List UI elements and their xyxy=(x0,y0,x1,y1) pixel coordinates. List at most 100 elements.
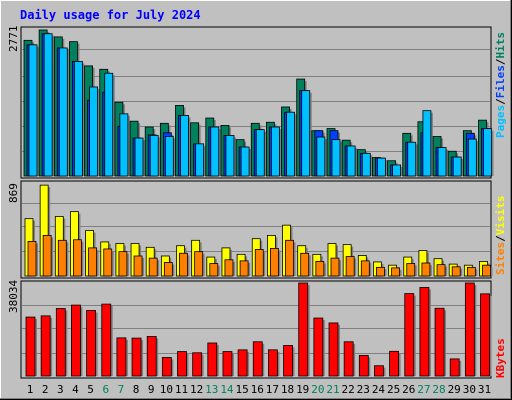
x-label-day-13: 13 xyxy=(205,383,218,396)
bar-pages-day-16-body xyxy=(255,129,265,177)
bar-sites-day-13 xyxy=(209,263,220,277)
bar-pages-day-4-body xyxy=(74,61,83,177)
bar-sites-day-10 xyxy=(163,262,175,277)
x-label-day-20: 20 xyxy=(311,383,324,396)
bar-sites-day-16 xyxy=(254,249,266,277)
bar-sites-day-14-body xyxy=(224,259,234,277)
bar-sites-day-20 xyxy=(315,260,326,277)
bar-sites-day-10-body xyxy=(163,262,173,277)
x-label-day-9: 9 xyxy=(148,383,155,396)
bar-pages-day-1 xyxy=(28,44,39,177)
bar-pages-day-30-body xyxy=(467,138,477,177)
bar-pages-day-19-body xyxy=(301,90,311,177)
chart-title: Daily usage for July 2024 xyxy=(20,8,201,22)
panel-hits-files-pages xyxy=(20,26,494,179)
x-label-day-15: 15 xyxy=(235,383,248,396)
bar-pages-day-6 xyxy=(104,72,115,177)
bar-sites-day-12 xyxy=(194,251,205,277)
bar-pages-day-7-body xyxy=(119,113,129,177)
bar-pages-day-31 xyxy=(483,128,494,177)
bar-sites-day-24-body xyxy=(376,266,385,277)
bar-kbytes-day-29 xyxy=(449,358,462,377)
bar-kbytes-day-19-body xyxy=(298,282,309,377)
bar-pages-day-19 xyxy=(301,90,312,177)
bar-sites-day-30 xyxy=(466,266,478,277)
bar-sites-day-4 xyxy=(73,239,84,277)
legend-pages: Pages xyxy=(494,105,507,138)
bar-kbytes-day-20 xyxy=(313,317,325,377)
bar-sites-day-22 xyxy=(345,256,357,277)
bar-pages-day-6-body xyxy=(104,72,114,177)
bar-pages-day-12-body xyxy=(195,143,205,177)
bar-pages-day-12 xyxy=(195,143,206,177)
bar-sites-day-20-body xyxy=(315,260,325,277)
bar-kbytes-day-9-body xyxy=(146,335,157,377)
x-label-day-6: 6 xyxy=(102,383,109,396)
bar-kbytes-day-18-body xyxy=(283,345,293,377)
x-label-day-30: 30 xyxy=(463,383,476,396)
x-label-day-26: 26 xyxy=(402,383,415,396)
x-label-day-2: 2 xyxy=(42,383,49,396)
bar-pages-day-3-body xyxy=(58,47,68,177)
bar-pages-day-1-body xyxy=(28,44,38,177)
bar-sites-day-5 xyxy=(88,247,99,277)
panel-kbytes xyxy=(20,280,492,379)
bar-pages-day-20-body xyxy=(316,136,326,177)
x-label-day-21: 21 xyxy=(326,383,339,396)
bar-pages-day-17-body xyxy=(270,126,280,177)
x-label-day-1: 1 xyxy=(27,383,34,396)
bar-pages-day-29 xyxy=(452,156,464,177)
bar-sites-day-29 xyxy=(451,266,463,277)
bar-pages-day-13-body xyxy=(210,126,220,177)
bar-kbytes-day-27-body xyxy=(419,287,430,377)
x-label-day-22: 22 xyxy=(342,383,355,396)
bar-sites-day-12-body xyxy=(194,251,204,277)
bar-sites-day-26 xyxy=(406,263,417,277)
bar-kbytes-day-21-body xyxy=(328,322,339,377)
x-label-day-23: 23 xyxy=(357,383,370,396)
bar-kbytes-day-5 xyxy=(86,310,98,377)
x-label-day-29: 29 xyxy=(448,383,461,396)
bar-kbytes-day-13 xyxy=(207,342,219,377)
bar-kbytes-day-17-body xyxy=(267,349,278,377)
legend-sites: Sites xyxy=(494,242,507,275)
bar-kbytes-day-22-body xyxy=(343,341,354,377)
bar-pages-day-2-body xyxy=(43,33,53,177)
bar-sites-day-18-body xyxy=(285,239,294,277)
x-label-day-5: 5 xyxy=(87,383,94,396)
bar-sites-day-28-body xyxy=(436,264,446,277)
bar-sites-day-3-body xyxy=(57,239,67,277)
bar-sites-day-24 xyxy=(376,266,387,277)
y-max-label-kbytes: 38034 xyxy=(7,280,20,313)
x-label-day-18: 18 xyxy=(281,383,294,396)
bar-kbytes-day-8-body xyxy=(131,337,142,377)
bar-pages-day-10 xyxy=(164,136,176,177)
bar-kbytes-day-24-body xyxy=(374,365,384,377)
legend-kbytes: KBytes xyxy=(494,338,507,378)
bar-kbytes-day-16 xyxy=(252,341,265,377)
bar-sites-day-7 xyxy=(118,251,129,277)
bar-sites-day-31-body xyxy=(482,264,491,277)
bar-pages-day-26 xyxy=(407,141,418,177)
bar-pages-day-30 xyxy=(467,138,479,177)
bar-pages-day-14 xyxy=(225,135,236,177)
bar-kbytes-day-6 xyxy=(101,303,113,377)
bar-kbytes-day-16-body xyxy=(252,341,263,377)
bar-kbytes-day-19 xyxy=(298,282,310,377)
bar-kbytes-day-20-body xyxy=(313,317,324,377)
bar-kbytes-day-30 xyxy=(464,282,477,377)
x-label-day-4: 4 xyxy=(72,383,79,396)
bar-pages-day-13 xyxy=(210,126,221,177)
bar-pages-day-29-body xyxy=(452,156,462,177)
bar-kbytes-day-10-body xyxy=(161,357,172,377)
legend-hits: Hits xyxy=(494,32,507,59)
bar-sites-day-18 xyxy=(285,239,296,277)
bar-pages-day-17 xyxy=(270,126,282,177)
x-label-day-28: 28 xyxy=(432,383,445,396)
bar-pages-day-3 xyxy=(58,47,70,177)
legend-files: Files xyxy=(494,65,507,98)
legend-separator: / xyxy=(494,235,507,242)
bar-pages-day-16 xyxy=(255,129,267,177)
bar-sites-day-7-body xyxy=(118,251,128,277)
